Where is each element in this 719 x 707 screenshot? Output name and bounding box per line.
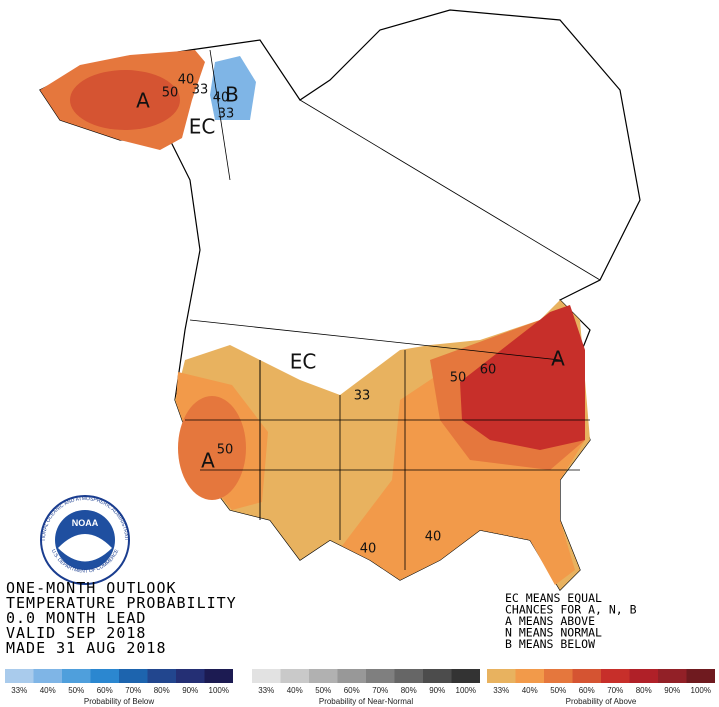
legend-tick-label: 90%: [182, 686, 198, 695]
title-line: ONE-MONTH OUTLOOK: [6, 579, 177, 597]
legend-title: Probability of Below: [84, 697, 154, 706]
legend-tick-label: 33%: [258, 686, 274, 695]
note-line: A MEANS ABOVE: [505, 614, 595, 628]
map-label: A: [201, 449, 215, 473]
legend-swatch: [204, 669, 233, 683]
legend-tick-label: 80%: [154, 686, 170, 695]
legend-swatch: [119, 669, 148, 683]
legend-tick-label: 40%: [40, 686, 56, 695]
map-label: 33: [218, 107, 235, 122]
title-line: MADE 31 AUG 2018: [6, 639, 167, 657]
legend-swatch: [147, 669, 176, 683]
legend-tick-label: 100%: [209, 686, 229, 695]
note-line: EC MEANS EQUAL: [505, 591, 602, 605]
legend-tick-label: 70%: [372, 686, 388, 695]
legend-swatch: [252, 669, 281, 683]
title-line: VALID SEP 2018: [6, 624, 146, 642]
legend-tick-label: 33%: [493, 686, 509, 695]
legend-tick-label: 90%: [664, 686, 680, 695]
map-label: 40: [213, 91, 230, 106]
legend-swatch: [423, 669, 452, 683]
legend-tick-label: 100%: [691, 686, 711, 695]
legend-tick-label: 50%: [550, 686, 566, 695]
province-line: [299, 99, 601, 281]
legend-tick-label: 60%: [344, 686, 360, 695]
us-northeast-60: [460, 305, 585, 450]
legend-tick-label: 50%: [68, 686, 84, 695]
legend-tick-label: 40%: [287, 686, 303, 695]
map-label: 50: [217, 443, 234, 458]
legend-swatch: [601, 669, 630, 683]
legend-title: Probability of Near-Normal: [319, 697, 413, 706]
legend-swatch: [366, 669, 395, 683]
legend-swatch: [629, 669, 658, 683]
us-canada-border: [189, 319, 561, 361]
legend-swatch: [280, 669, 309, 683]
legend-swatch: [572, 669, 601, 683]
map: A 50 40 33 B 40 33 EC EC 33 A 50 40 40 5…: [39, 9, 641, 591]
legend-tick-label: 70%: [607, 686, 623, 695]
legend-swatch: [658, 669, 687, 683]
legend-tick-label: 100%: [456, 686, 476, 695]
legend-swatch: [686, 669, 715, 683]
map-label: 50: [450, 371, 467, 386]
legend-swatch: [62, 669, 91, 683]
map-label: 50: [162, 86, 179, 101]
legend-tick-label: 80%: [401, 686, 417, 695]
logo-gull: [58, 534, 112, 562]
title-line: 0.0 MONTH LEAD: [6, 609, 146, 627]
legend-swatch: [33, 669, 62, 683]
map-label: B: [225, 83, 239, 107]
map-label: 40: [425, 530, 442, 545]
map-label: 60: [480, 363, 497, 378]
map-label: A: [136, 89, 150, 113]
legend-swatch: [544, 669, 573, 683]
map-label: 40: [178, 73, 195, 88]
title-line: TEMPERATURE PROBABILITY: [6, 594, 237, 612]
legend-swatch: [487, 669, 516, 683]
alaska-below: [210, 56, 256, 120]
legend-swatch: [309, 669, 338, 683]
legend-tick-label: 60%: [579, 686, 595, 695]
legend-swatch: [515, 669, 544, 683]
california-50: [178, 396, 246, 500]
legend-swatch: [176, 669, 205, 683]
legend-swatch: [337, 669, 366, 683]
map-label: EC: [189, 115, 216, 139]
legend-tick-label: 50%: [315, 686, 331, 695]
logo-name: NOAA: [72, 518, 99, 528]
map-label: EC: [290, 350, 317, 374]
legend-tick-label: 40%: [522, 686, 538, 695]
note-line: CHANCES FOR A, N, B: [505, 603, 637, 617]
legend-tick-label: 33%: [11, 686, 27, 695]
legend-swatch: [394, 669, 423, 683]
note-line: N MEANS NORMAL: [505, 626, 602, 640]
legend-title: Probability of Above: [566, 697, 637, 706]
map-label: 40: [360, 542, 377, 557]
alaska-above-core: [70, 70, 180, 130]
legend-tick-label: 70%: [125, 686, 141, 695]
legend-swatch: [451, 669, 480, 683]
map-label: 33: [192, 83, 209, 98]
note-line: B MEANS BELOW: [505, 637, 595, 651]
map-label: 33: [354, 389, 371, 404]
legend-tick-label: 90%: [429, 686, 445, 695]
legend-swatch: [90, 669, 119, 683]
map-label: A: [551, 347, 565, 371]
legend-tick-label: 60%: [97, 686, 113, 695]
legend: 33% 40% 50% 60% 70% 80% 90% 100% Probability of …: [5, 669, 715, 706]
alaska-border: [209, 49, 231, 181]
legend-tick-label: 80%: [636, 686, 652, 695]
legend-swatch: [5, 669, 34, 683]
